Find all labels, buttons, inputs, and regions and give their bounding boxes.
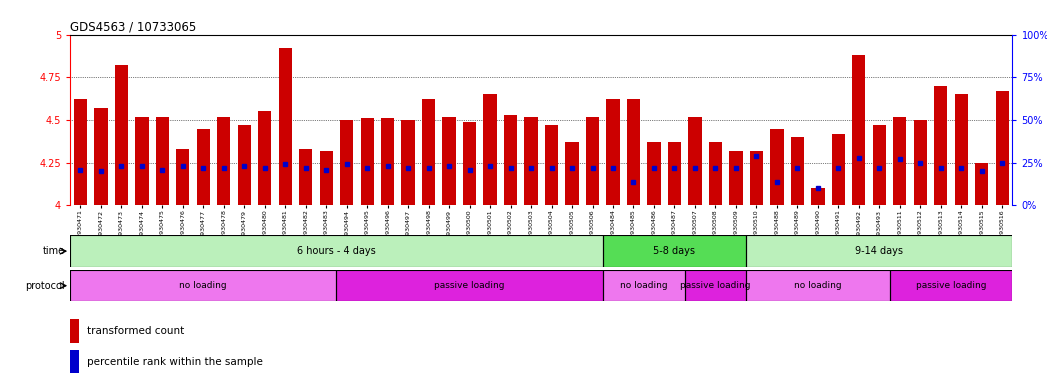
Bar <box>94 108 108 205</box>
Bar <box>217 117 230 205</box>
Bar <box>422 99 436 205</box>
Bar <box>360 118 374 205</box>
Text: transformed count: transformed count <box>87 326 184 336</box>
Bar <box>156 117 169 205</box>
Bar <box>544 125 558 205</box>
Bar <box>525 117 538 205</box>
Bar <box>70 319 80 343</box>
Bar <box>259 111 271 205</box>
Bar <box>176 149 190 205</box>
Text: percentile rank within the sample: percentile rank within the sample <box>87 357 263 367</box>
Bar <box>975 163 988 205</box>
Text: time: time <box>43 246 65 256</box>
Text: 9-14 days: 9-14 days <box>855 246 904 256</box>
Text: no loading: no loading <box>620 281 668 290</box>
Bar <box>115 65 128 205</box>
Bar <box>340 120 353 205</box>
Bar <box>336 270 603 301</box>
Text: passive loading: passive loading <box>916 281 986 290</box>
Bar <box>688 117 701 205</box>
Bar <box>279 48 292 205</box>
Bar <box>893 117 907 205</box>
Bar <box>603 235 747 267</box>
Bar <box>401 120 415 205</box>
Bar <box>668 142 682 205</box>
Text: GDS4563 / 10733065: GDS4563 / 10733065 <box>70 20 197 33</box>
Bar <box>831 134 845 205</box>
Bar <box>319 151 333 205</box>
Bar <box>627 99 640 205</box>
Bar <box>586 117 599 205</box>
Bar <box>70 235 603 267</box>
Bar <box>484 94 496 205</box>
Bar <box>914 120 927 205</box>
Bar <box>934 86 948 205</box>
Bar <box>955 94 967 205</box>
Text: 5-8 days: 5-8 days <box>653 246 695 256</box>
Text: 6 hours - 4 days: 6 hours - 4 days <box>297 246 376 256</box>
Bar <box>463 122 476 205</box>
Bar <box>197 129 210 205</box>
Bar <box>790 137 804 205</box>
Bar <box>750 151 763 205</box>
Text: passive loading: passive loading <box>681 281 751 290</box>
Bar <box>709 142 722 205</box>
Bar <box>747 235 1012 267</box>
Bar <box>73 99 87 205</box>
Bar <box>685 270 747 301</box>
Bar <box>443 117 455 205</box>
Bar <box>565 142 579 205</box>
Bar <box>852 55 866 205</box>
Bar <box>504 115 517 205</box>
Bar <box>647 142 661 205</box>
Bar <box>238 125 251 205</box>
Bar <box>811 189 824 205</box>
Bar <box>730 151 742 205</box>
Bar <box>996 91 1009 205</box>
Text: no loading: no loading <box>179 281 227 290</box>
Bar <box>890 270 1012 301</box>
Bar <box>872 125 886 205</box>
Bar <box>381 118 395 205</box>
Bar <box>135 117 149 205</box>
Text: protocol: protocol <box>25 281 65 291</box>
Bar <box>747 270 890 301</box>
Bar <box>70 350 80 373</box>
Bar <box>603 270 685 301</box>
Bar <box>771 129 783 205</box>
Bar <box>70 270 336 301</box>
Bar <box>606 99 620 205</box>
Bar <box>299 149 312 205</box>
Text: passive loading: passive loading <box>435 281 505 290</box>
Text: no loading: no loading <box>794 281 842 290</box>
